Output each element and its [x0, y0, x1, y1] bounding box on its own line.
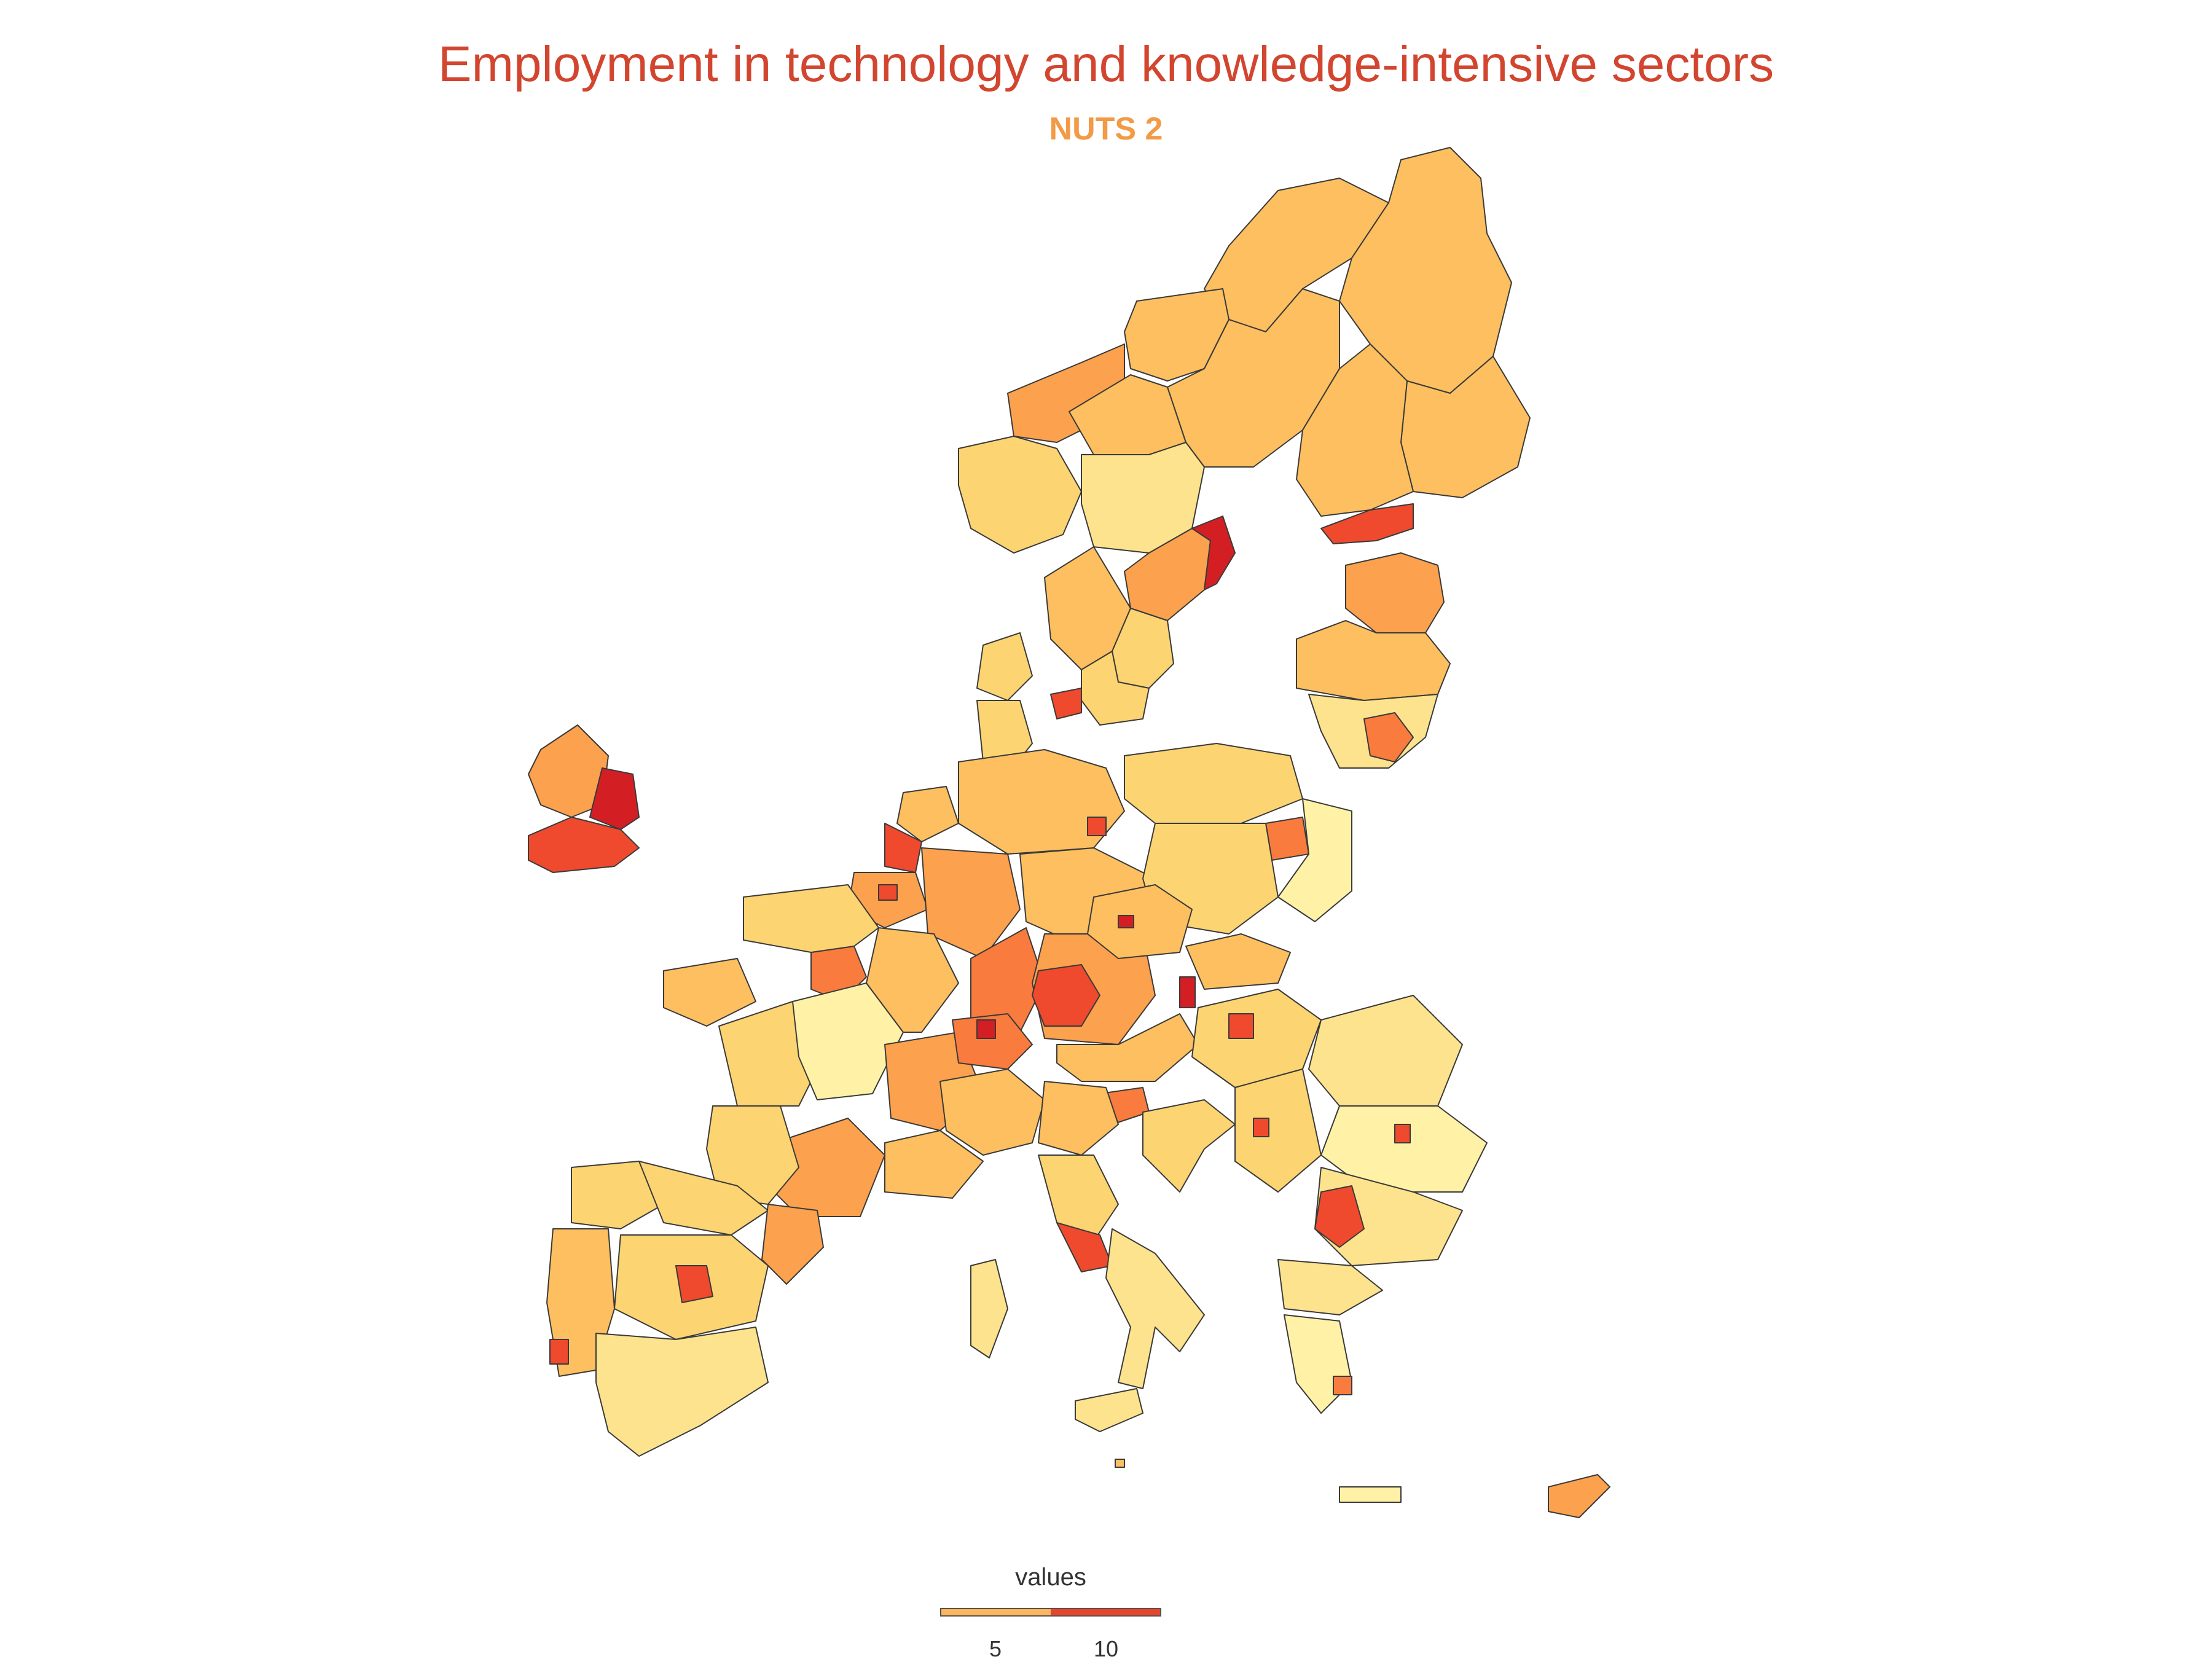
region-sicily[interactable] — [1075, 1388, 1143, 1432]
region-crete[interactable] — [1339, 1486, 1402, 1503]
region-brittany[interactable] — [663, 958, 756, 1027]
region-bucharest[interactable] — [1394, 1124, 1411, 1143]
region-germany-west[interactable] — [921, 847, 1021, 959]
legend-tick-10: 10 — [1093, 1636, 1119, 1661]
region-spain-north-west[interactable] — [571, 1161, 664, 1229]
region-france-east[interactable] — [866, 927, 959, 1033]
region-italy-north-east[interactable] — [1038, 1081, 1119, 1156]
region-poland-east[interactable] — [1277, 798, 1352, 922]
region-catalonia[interactable] — [761, 1204, 824, 1285]
region-austria[interactable] — [1056, 1013, 1199, 1082]
legend: values 5 10 — [922, 1564, 1180, 1661]
region-munich[interactable] — [1032, 964, 1100, 1027]
region-denmark-north[interactable] — [976, 632, 1033, 701]
region-finland-west[interactable] — [1296, 343, 1414, 517]
region-greece-south[interactable] — [1284, 1314, 1352, 1414]
region-cyprus[interactable] — [1548, 1474, 1610, 1518]
region-greece-north[interactable] — [1277, 1259, 1383, 1315]
region-provence[interactable] — [884, 1130, 984, 1199]
region-sardinia[interactable] — [970, 1259, 1008, 1358]
region-warsaw[interactable] — [1265, 817, 1309, 861]
region-italy-centre[interactable] — [1038, 1154, 1119, 1242]
region-norway-south[interactable] — [958, 436, 1082, 554]
region-estonia[interactable] — [1345, 552, 1445, 633]
region-germany-south-west[interactable] — [970, 927, 1045, 1033]
region-poland-north[interactable] — [1124, 743, 1303, 824]
region-belgrade[interactable] — [1253, 1118, 1269, 1137]
region-dublin-east[interactable] — [589, 767, 640, 830]
region-madrid[interactable] — [675, 1265, 713, 1303]
region-andalusia[interactable] — [595, 1327, 769, 1457]
region-romania-north[interactable] — [1308, 995, 1463, 1107]
region-prague[interactable] — [1118, 915, 1134, 928]
region-malta[interactable] — [1115, 1459, 1125, 1468]
region-slovakia[interactable] — [1185, 933, 1291, 990]
region-budapest[interactable] — [1228, 1013, 1254, 1039]
region-vilnius[interactable] — [1363, 712, 1414, 762]
region-zurich[interactable] — [976, 1019, 996, 1039]
region-czechia[interactable] — [1087, 884, 1193, 959]
legend-color-bar — [940, 1608, 1161, 1617]
region-helsinki-uusimaa[interactable] — [1320, 503, 1414, 544]
region-netherlands-north[interactable] — [896, 786, 959, 842]
region-ireland-north-west[interactable] — [528, 724, 609, 818]
region-italy-north-west[interactable] — [939, 1068, 1045, 1156]
legend-tick-5: 5 — [989, 1636, 1002, 1661]
region-germany-north[interactable] — [958, 749, 1125, 855]
region-switzerland[interactable] — [952, 1013, 1033, 1070]
region-serbia[interactable] — [1234, 1068, 1322, 1193]
region-france-north[interactable] — [743, 884, 879, 953]
region-brussels[interactable] — [878, 884, 898, 901]
region-spain-north[interactable] — [638, 1161, 769, 1236]
region-ireland-south[interactable] — [528, 817, 640, 873]
region-croatia[interactable] — [1142, 1099, 1236, 1193]
region-norway-trondelag[interactable] — [1124, 288, 1230, 382]
legend-segment-low — [941, 1609, 1051, 1615]
legend-segment-high — [1051, 1609, 1160, 1615]
region-latvia[interactable] — [1296, 620, 1451, 701]
region-lisbon[interactable] — [549, 1339, 569, 1365]
region-copenhagen[interactable] — [1050, 688, 1082, 719]
region-stockholm[interactable] — [1191, 515, 1236, 590]
region-attica[interactable] — [1333, 1376, 1352, 1395]
region-italy-south[interactable] — [1105, 1228, 1205, 1389]
legend-title: values — [1015, 1564, 1086, 1591]
region-lazio[interactable] — [1056, 1222, 1113, 1272]
map-subtitle: NUTS 2 — [1049, 111, 1163, 147]
region-sofia[interactable] — [1314, 1185, 1365, 1248]
region-bratislava[interactable] — [1179, 976, 1196, 1008]
map-title: Employment in technology and knowledge-i… — [437, 36, 1775, 92]
region-sweden-south[interactable] — [1081, 651, 1150, 726]
region-berlin[interactable] — [1087, 817, 1107, 836]
